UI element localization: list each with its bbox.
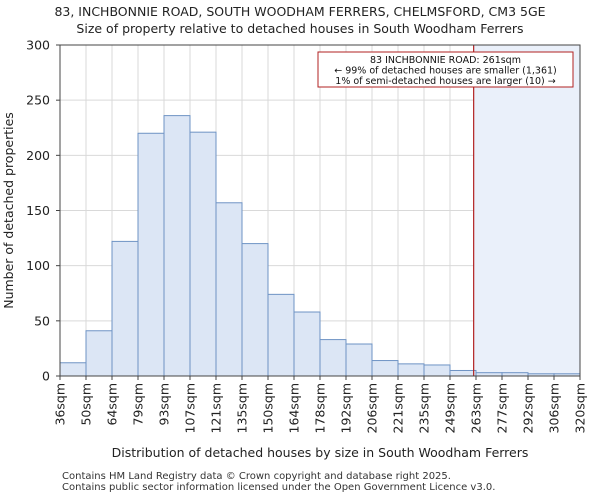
bar xyxy=(319,339,347,377)
y-ticks: 0 50 100 150 200 250 300 xyxy=(26,38,60,384)
bar xyxy=(241,243,269,377)
bar xyxy=(423,364,451,377)
x-tick-label: 135sqm xyxy=(235,383,250,433)
x-tick-label: 292sqm xyxy=(521,383,536,433)
footer: Contains HM Land Registry data © Crown c… xyxy=(62,471,495,493)
x-tick-label: 107sqm xyxy=(183,383,198,433)
x-axis-label: Distribution of detached houses by size … xyxy=(112,445,529,460)
x-tick-label: 263sqm xyxy=(469,383,484,433)
x-tick-label: 235sqm xyxy=(417,383,432,433)
bar xyxy=(371,360,399,377)
y-tick-label: 300 xyxy=(26,38,50,53)
x-tick-label: 206sqm xyxy=(365,383,380,433)
bars-group xyxy=(59,115,581,377)
x-tick-label: 164sqm xyxy=(287,383,302,433)
bar xyxy=(85,330,113,377)
highlight-shade xyxy=(473,45,580,376)
bar xyxy=(137,132,165,377)
annotation-line-3: 1% of semi-detached houses are larger (1… xyxy=(335,76,555,87)
x-tick-label: 192sqm xyxy=(339,383,354,433)
bar xyxy=(189,131,217,377)
bar xyxy=(111,240,139,377)
annotation-box: 83 INCHBONNIE ROAD: 261sqm ← 99% of deta… xyxy=(317,51,574,88)
footer-line-1: Contains HM Land Registry data © Crown c… xyxy=(62,471,451,482)
bar xyxy=(267,293,295,377)
chart-title-block: 83, INCHBONNIE ROAD, SOUTH WOODHAM FERRE… xyxy=(0,3,600,37)
x-tick-label: 93sqm xyxy=(157,383,172,426)
y-tick-label: 250 xyxy=(26,93,50,108)
y-tick-label: 200 xyxy=(26,148,50,163)
bar xyxy=(345,343,373,377)
x-tick-label: 150sqm xyxy=(261,383,276,433)
x-tick-label: 306sqm xyxy=(547,383,562,433)
bar xyxy=(397,363,425,377)
annotation-line-1: 83 INCHBONNIE ROAD: 261sqm xyxy=(370,55,521,66)
y-tick-label: 50 xyxy=(34,313,50,328)
chart-title: 83, INCHBONNIE ROAD, SOUTH WOODHAM FERRE… xyxy=(54,4,546,19)
y-tick-label: 0 xyxy=(42,369,50,384)
x-ticks: 36sqm 50sqm 64sqm 79sqm 93sqm 107sqm 121sqm 135… xyxy=(53,376,588,433)
y-tick-label: 100 xyxy=(26,258,50,273)
bar xyxy=(215,202,243,377)
annotation-line-2: ← 99% of detached houses are smaller (1,… xyxy=(334,66,557,77)
x-tick-label: 79sqm xyxy=(131,383,146,426)
annotation-frame xyxy=(317,51,574,88)
x-tick-label: 178sqm xyxy=(313,383,328,433)
x-tick-label: 320sqm xyxy=(573,383,588,433)
bar xyxy=(449,369,477,377)
footer-line-2: Contains public sector information licen… xyxy=(62,482,496,493)
y-tick-label: 150 xyxy=(26,203,50,218)
chart-subtitle: Size of property relative to detached ho… xyxy=(76,21,524,36)
x-tick-label: 221sqm xyxy=(391,383,406,433)
y-axis-label: Number of detached properties xyxy=(1,112,16,309)
bar xyxy=(163,115,191,377)
x-tick-label: 64sqm xyxy=(105,383,120,426)
bar xyxy=(59,362,87,377)
x-tick-label: 50sqm xyxy=(79,383,94,426)
x-tick-label: 277sqm xyxy=(495,383,510,433)
x-tick-label: 121sqm xyxy=(209,383,224,433)
bar xyxy=(293,311,321,377)
x-tick-label: 249sqm xyxy=(443,383,458,433)
x-tick-label: 36sqm xyxy=(53,383,68,426)
